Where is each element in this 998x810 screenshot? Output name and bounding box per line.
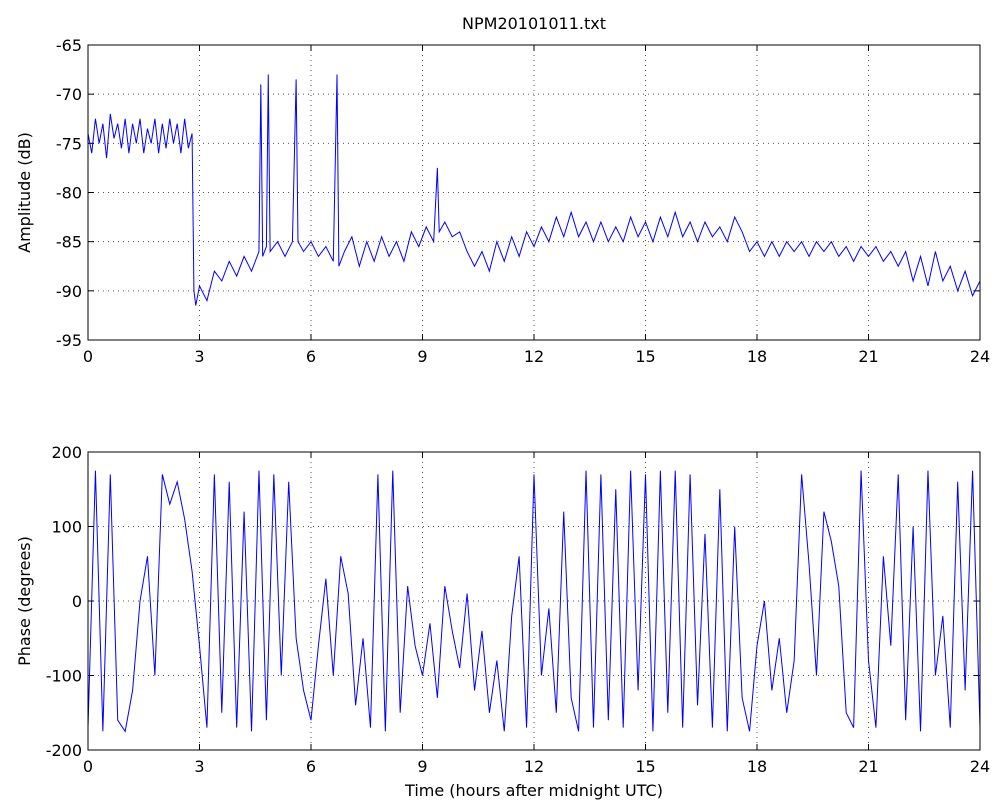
y-tick-label: 100	[51, 518, 82, 537]
chart-title: NPM20101011.txt	[462, 14, 606, 33]
x-tick-label: 24	[970, 347, 990, 366]
y-tick-label: -80	[56, 184, 82, 203]
x-tick-label: 3	[194, 757, 204, 776]
y-tick-label: 0	[72, 592, 82, 611]
x-tick-label: 24	[970, 757, 990, 776]
data-line	[87, 74, 981, 306]
axes-frame	[87, 44, 981, 341]
y-tick-label: 200	[51, 443, 82, 462]
x-axis-label: Time (hours after midnight UTC)	[404, 781, 663, 800]
x-tick-label: 21	[858, 757, 878, 776]
y-tick-label: -75	[56, 134, 82, 153]
x-tick-label: 0	[83, 757, 93, 776]
y-tick-label: -70	[56, 85, 82, 104]
x-tick-label: 9	[417, 347, 427, 366]
x-tick-label: 18	[747, 347, 767, 366]
y-tick-label: -85	[56, 233, 82, 252]
x-tick-label: 21	[858, 347, 878, 366]
y-tick-label: -65	[56, 36, 82, 55]
y-tick-label: -100	[46, 667, 82, 686]
y-axis-label: Amplitude (dB)	[15, 132, 34, 253]
y-axis-label: Phase (degrees)	[15, 536, 34, 666]
x-tick-label: 9	[417, 757, 427, 776]
x-tick-label: 6	[306, 757, 316, 776]
x-tick-label: 12	[524, 347, 544, 366]
axes-frame	[87, 451, 981, 751]
x-tick-label: 12	[524, 757, 544, 776]
x-tick-label: 0	[83, 347, 93, 366]
x-tick-label: 6	[306, 347, 316, 366]
x-tick-label: 15	[635, 757, 655, 776]
y-tick-label: -90	[56, 282, 82, 301]
x-tick-label: 15	[635, 347, 655, 366]
x-tick-label: 3	[194, 347, 204, 366]
y-tick-label: -200	[46, 741, 82, 760]
x-tick-label: 18	[747, 757, 767, 776]
y-tick-label: -95	[56, 331, 82, 350]
data-line	[87, 470, 981, 733]
